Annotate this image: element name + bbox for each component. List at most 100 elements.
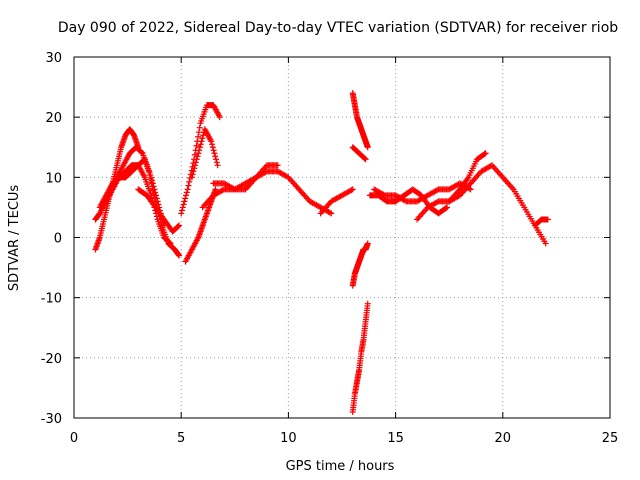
data-point: [328, 210, 335, 217]
series-arc-2c: [188, 126, 221, 181]
data-point: [153, 192, 160, 199]
data-point: [192, 162, 199, 169]
data-point: [467, 186, 474, 193]
data-point: [487, 163, 494, 170]
y-tick-label: 20: [45, 111, 62, 126]
data-point: [192, 159, 199, 166]
data-point: [544, 216, 551, 223]
data-point: [274, 162, 281, 169]
series-arc-6b: [371, 180, 474, 205]
data-point: [190, 168, 197, 175]
data-point: [186, 178, 193, 185]
x-tick-label: 20: [495, 431, 512, 446]
grid-lines: [74, 57, 610, 418]
y-tick-label: 10: [45, 171, 62, 186]
data-point: [199, 135, 206, 142]
data-point: [198, 138, 205, 145]
y-tick-label: 0: [54, 232, 62, 247]
data-point: [183, 189, 190, 196]
data-point: [444, 204, 451, 211]
axis-ticks: 0 5 10 15 20 25 -30 -20 -10 0 10 20 30: [41, 51, 619, 446]
data-point: [349, 186, 356, 193]
x-tick-label: 25: [602, 431, 619, 446]
series-arc-5c: [349, 300, 371, 415]
y-tick-label: 30: [45, 51, 62, 66]
data-point: [179, 204, 186, 211]
x-tick-label: 15: [387, 431, 404, 446]
data-point: [181, 198, 188, 205]
data-point: [196, 124, 203, 131]
data-point: [211, 150, 218, 157]
data-point: [209, 144, 216, 151]
data-point: [542, 240, 549, 247]
data-point: [380, 191, 387, 198]
data-point: [216, 114, 223, 121]
data-point: [178, 210, 185, 217]
data-point: [188, 174, 195, 181]
data-point: [193, 142, 200, 149]
data-point: [152, 189, 159, 196]
data-point: [150, 183, 157, 190]
series-arc-7b: [446, 150, 489, 205]
data-points: [92, 90, 551, 415]
data-point: [348, 187, 355, 194]
plot-frame: [73, 56, 611, 419]
data-point: [154, 198, 161, 205]
y-tick-label: -30: [41, 412, 62, 427]
data-point: [176, 252, 183, 259]
data-point: [175, 223, 182, 230]
y-tick-label: -10: [41, 292, 62, 307]
data-point: [434, 187, 441, 194]
data-point: [361, 155, 368, 162]
data-point: [153, 195, 160, 202]
data-point: [208, 138, 215, 145]
data-point: [184, 186, 191, 193]
data-point: [219, 187, 226, 194]
data-point: [189, 171, 196, 178]
series-arc-5b: [349, 240, 371, 289]
data-point: [434, 199, 441, 206]
data-point: [401, 197, 408, 204]
data-point: [482, 150, 489, 157]
data-point: [212, 153, 219, 160]
data-point: [364, 240, 371, 247]
data-point: [364, 300, 371, 307]
data-point: [185, 182, 192, 189]
data-point: [193, 156, 200, 163]
data-point: [191, 165, 198, 172]
data-point: [176, 222, 183, 229]
data-point: [230, 185, 237, 192]
data-point: [362, 156, 369, 163]
data-point: [209, 141, 216, 148]
data-point: [195, 129, 202, 136]
series-arc-1e: [135, 186, 183, 235]
data-point: [326, 209, 333, 216]
x-tick-label: 5: [177, 431, 185, 446]
x-tick-label: 0: [70, 431, 78, 446]
series-arc-3: [199, 168, 335, 217]
y-axis-label: SDTVAR / TECUs: [7, 185, 22, 292]
series-arc-5a: [349, 90, 371, 151]
x-axis-label: GPS time / hours: [286, 459, 395, 474]
data-point: [195, 150, 202, 157]
data-point: [214, 162, 221, 169]
series-arc-4: [317, 186, 356, 217]
data-point: [148, 174, 155, 181]
data-point: [213, 156, 220, 163]
data-point: [180, 201, 187, 208]
data-point: [210, 147, 217, 154]
series-arc-2a: [178, 102, 223, 217]
chart-title: Day 090 of 2022, Sidereal Day-to-day VTE…: [58, 20, 618, 36]
data-point: [155, 201, 162, 208]
series-arc-8: [531, 216, 551, 229]
series-arc-7: [414, 162, 549, 247]
series-arc-3b: [210, 162, 281, 193]
data-point: [194, 153, 201, 160]
data-point: [197, 141, 204, 148]
data-point: [442, 205, 449, 212]
data-point: [182, 195, 189, 202]
data-point: [196, 144, 203, 151]
data-point: [149, 180, 156, 187]
y-tick-label: -20: [41, 352, 62, 367]
